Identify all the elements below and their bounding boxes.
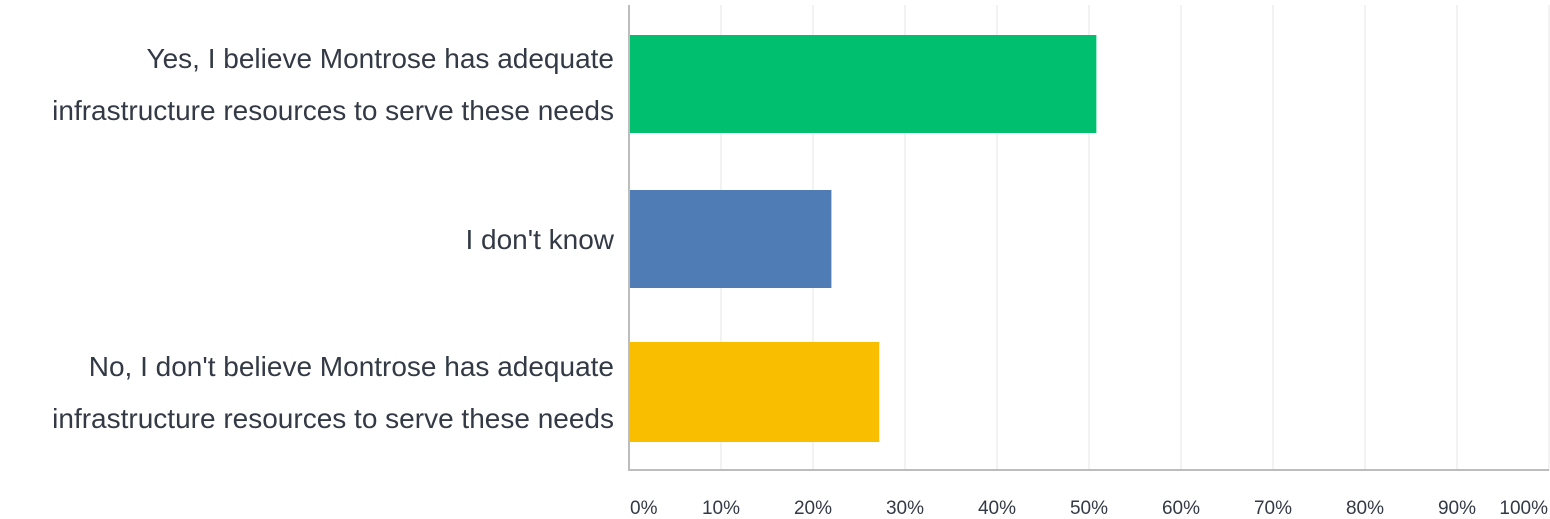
- category-label: infrastructure resources to serve these …: [52, 403, 614, 434]
- bar: [629, 190, 832, 288]
- x-tick-label: 80%: [1346, 498, 1384, 519]
- x-tick-label: 0%: [630, 498, 658, 519]
- bars: [629, 35, 1097, 442]
- tick-labels: 0% 10% 20% 30% 40% 50% 60% 70% 80% 90% 100%: [630, 498, 1548, 519]
- x-tick-label: 10%: [702, 498, 740, 519]
- x-tick-label: 40%: [978, 498, 1016, 519]
- category-label: infrastructure resources to serve these …: [52, 95, 614, 126]
- category-label: Yes, I believe Montrose has adequate: [146, 43, 614, 74]
- x-tick-label: 70%: [1254, 498, 1292, 519]
- x-tick-label: 50%: [1070, 498, 1108, 519]
- category-label: No, I don't believe Montrose has adequat…: [89, 351, 614, 382]
- x-tick-label: 100%: [1499, 498, 1548, 519]
- x-tick-label: 60%: [1162, 498, 1200, 519]
- category-labels: Yes, I believe Montrose has adequate infr…: [52, 43, 615, 434]
- bar: [629, 342, 880, 442]
- category-label: I don't know: [465, 224, 614, 255]
- axes: [628, 5, 1549, 471]
- bar: [629, 35, 1097, 133]
- x-tick-label: 20%: [794, 498, 832, 519]
- x-tick-label: 90%: [1438, 498, 1476, 519]
- x-tick-label: 30%: [886, 498, 924, 519]
